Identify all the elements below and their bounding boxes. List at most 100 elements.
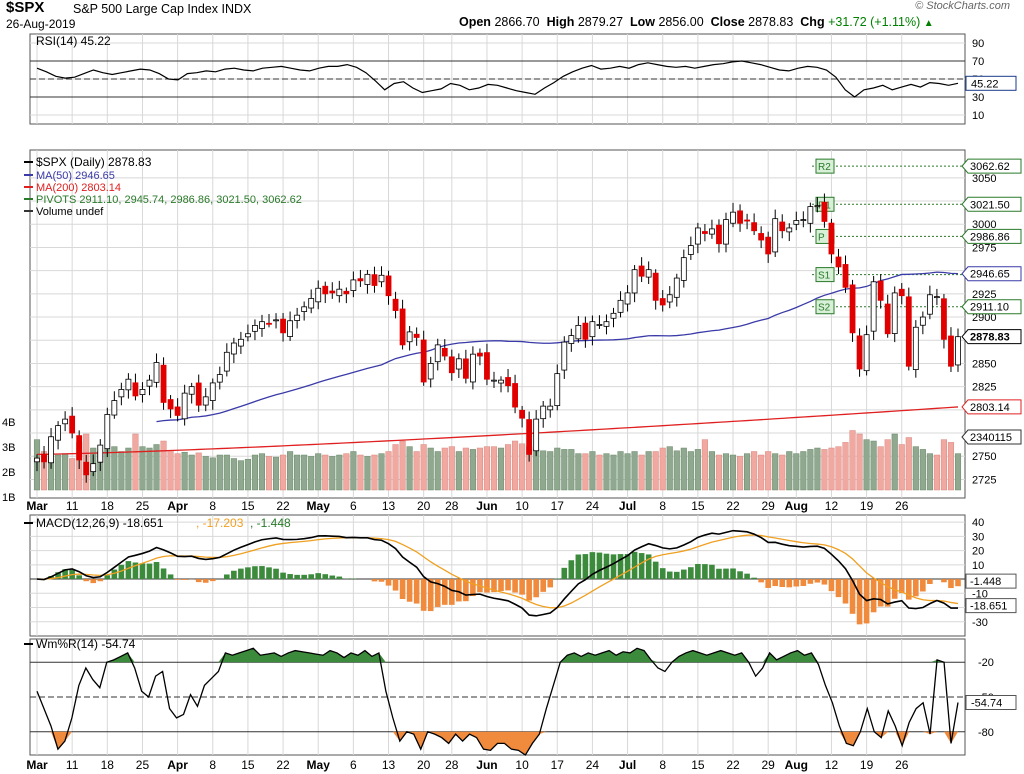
candle-down	[357, 278, 364, 282]
candle-down	[765, 236, 772, 255]
volume-bar	[132, 433, 139, 491]
x-axis-label: 24	[586, 499, 600, 513]
price-tag	[961, 196, 1022, 212]
price-legend-item: Volume undef	[36, 206, 104, 218]
open-value: 2866.70	[494, 15, 540, 29]
volume-bar	[715, 454, 723, 491]
x-axis-label-bottom: Mar	[26, 758, 48, 772]
macd-value-tag-text: -18.651	[970, 601, 1007, 613]
x-axis-label: 6	[350, 499, 357, 513]
price-tag-text: 2803.14	[970, 402, 1010, 414]
x-axis-label-bottom: May	[307, 758, 331, 772]
candle-up	[301, 306, 308, 312]
candle-up	[891, 292, 898, 334]
candle-up	[912, 326, 919, 370]
candle-down	[779, 221, 786, 232]
price-tick-label: 2975	[972, 242, 996, 254]
x-axis-label-bottom: 20	[417, 758, 431, 772]
candle-down	[69, 415, 76, 434]
volume-bar	[336, 454, 343, 491]
x-axis-label: 19	[860, 499, 874, 513]
volume-bar	[272, 456, 280, 491]
x-axis-label: May	[307, 499, 331, 513]
candle-up	[104, 414, 111, 450]
volume-bar	[631, 451, 638, 491]
candle-up	[245, 333, 251, 338]
candle-down	[751, 222, 758, 232]
volume-bar	[350, 451, 357, 491]
macd-histogram-bar	[849, 579, 856, 614]
candle-up	[793, 220, 800, 225]
macd-histogram-bar	[575, 554, 582, 580]
candle-down	[462, 358, 469, 379]
macd-histogram-bar	[90, 579, 97, 584]
candle-up	[533, 418, 540, 452]
candle-up	[603, 321, 610, 327]
volume-bar	[708, 451, 715, 491]
macd-histogram-bar	[955, 579, 961, 587]
macd-histogram-bar	[877, 579, 884, 607]
x-axis-label-bottom: Apr	[167, 758, 188, 772]
candle-down	[413, 333, 420, 338]
macd-histogram-bar	[512, 579, 518, 593]
candle-down	[856, 335, 863, 370]
macd-histogram-bar	[673, 571, 680, 580]
macd-histogram-bar	[561, 567, 568, 580]
candle-up	[406, 331, 413, 343]
volume-bar	[202, 456, 209, 491]
x-axis-label: 13	[382, 499, 396, 513]
volume-bar	[153, 444, 160, 491]
candle-up	[772, 218, 779, 253]
macd-histogram-bar	[125, 561, 132, 580]
rsi-line	[36, 60, 959, 98]
candle-down	[526, 419, 533, 455]
volume-bar	[167, 450, 174, 491]
rsi-value-tag	[965, 75, 1017, 91]
x-axis-label: 17	[551, 499, 565, 513]
macd-histogram-bar	[547, 579, 554, 588]
candle-up	[118, 389, 125, 398]
macd-histogram-bar	[153, 562, 160, 580]
open-label: Open	[459, 15, 491, 29]
volume-bar	[793, 453, 800, 491]
volume-bar	[624, 453, 631, 491]
x-axis-label-bottom: 17	[551, 758, 565, 772]
volume-bar	[322, 454, 329, 491]
x-axis-label-bottom: 8	[659, 758, 666, 772]
macd-histogram-bar	[434, 579, 441, 607]
volume-bar	[645, 451, 652, 491]
x-axis-label: 29	[761, 499, 775, 513]
macd-histogram-bar	[350, 578, 357, 580]
macd-histogram-bar	[779, 579, 786, 588]
williams-value-tag-text: -54.74	[971, 697, 1002, 709]
macd-histogram-bar	[596, 552, 603, 580]
macd-histogram-bar	[751, 577, 757, 580]
x-axis-label-bottom: 13	[382, 758, 396, 772]
volume-bar	[237, 460, 244, 491]
candle-down	[174, 406, 181, 416]
macd-histogram-bar	[385, 579, 392, 586]
candle-up	[617, 299, 624, 313]
volume-bar	[877, 446, 884, 491]
macd-histogram-bar	[800, 579, 807, 586]
candle-up	[125, 378, 132, 391]
ohlc-summary: Open 2866.70 High 2879.27 Low 2856.00 Cl…	[459, 15, 934, 29]
pivot-label: S2	[818, 303, 831, 314]
price-tick-label: 2925	[972, 289, 996, 301]
macd-histogram-bar	[835, 579, 842, 598]
price-tag-text: 3021.50	[970, 199, 1010, 211]
macd-histogram-bar	[681, 569, 687, 580]
macd-histogram-bar	[406, 579, 413, 602]
price-tick-label: 2850	[972, 358, 996, 370]
williams-line	[36, 647, 959, 756]
macd-histogram-bar	[160, 568, 167, 580]
volume-bar	[308, 456, 315, 491]
williams-overbought-fill	[37, 648, 958, 663]
volume-bar	[842, 442, 849, 491]
macd-histogram-bar	[308, 574, 314, 580]
volume-bar	[779, 454, 786, 491]
macd-histogram-bar	[652, 561, 659, 580]
macd-histogram-bar	[716, 568, 722, 580]
macd-histogram-bar	[55, 572, 61, 580]
volume-bar	[497, 447, 505, 491]
